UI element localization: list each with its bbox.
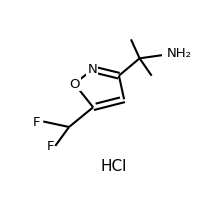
Text: N: N: [87, 63, 97, 76]
Text: O: O: [69, 78, 79, 91]
Text: HCl: HCl: [101, 158, 127, 173]
Text: NH₂: NH₂: [167, 47, 192, 60]
Text: F: F: [33, 115, 41, 128]
Text: F: F: [47, 140, 54, 153]
